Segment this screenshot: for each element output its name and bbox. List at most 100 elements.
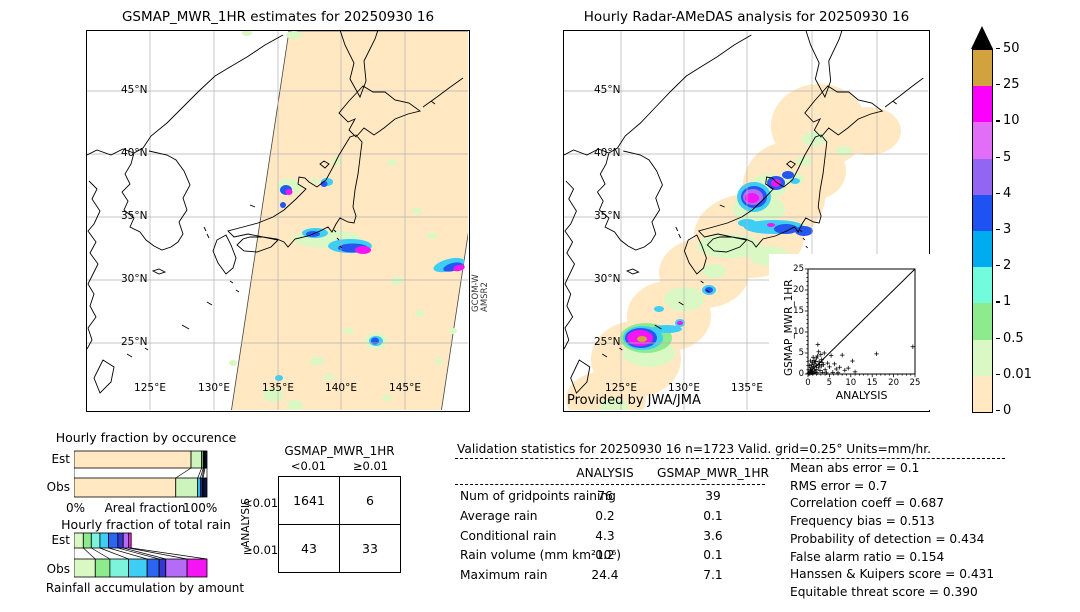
colorbar-cell: [973, 267, 992, 304]
colorbar-tick-label: 5: [1003, 149, 1012, 165]
colorbar-tick-label: 50: [1003, 41, 1020, 56]
colorbar-cell: [973, 158, 992, 196]
colorbar-overflow-triangle: [971, 26, 993, 49]
scatter-inset-panel: GSMAP_MWR_1HR ANALYSIS 0 0 5 5 10 10 15 15 20 20 2…: [769, 254, 933, 410]
validation-row-label: Rain volume (mm km²10⁶): [460, 548, 622, 563]
totalrain-xlabel: Rainfall accumulation by amount: [45, 581, 245, 595]
colorbar-cell: [973, 194, 992, 232]
left-lat-label: 30°N: [121, 273, 148, 285]
validation-analysis-value: 76: [597, 489, 613, 503]
left-rain-features: [229, 31, 465, 410]
validation-metric: Correlation coeff = 0.687: [790, 496, 944, 511]
totalrain-row-label-est: Est: [51, 533, 70, 547]
provided-by-label: Provided by JWA/JMA: [567, 393, 701, 408]
right-lat-label: 45°N: [594, 84, 621, 96]
inset-ytick-label: 0: [798, 369, 804, 379]
hourly-fraction-by-occurence-est-bar: [74, 450, 208, 469]
contingency-cell-01: 6: [366, 493, 374, 508]
inset-xtick-label: 5: [826, 378, 833, 388]
validation-col-analysis: ANALYSIS: [576, 466, 634, 480]
inset-xlabel: ANALYSIS: [835, 389, 888, 402]
left-lat-label: 40°N: [121, 147, 148, 159]
contingency-cell-10: 43: [301, 540, 317, 556]
occurrence-row-label-est: Est: [51, 452, 70, 466]
left-lon-label: 140°E: [325, 382, 357, 394]
colorbar-tick-label: 10: [1003, 113, 1020, 129]
hourly-fraction-by-occurence-obs-bar: [74, 477, 208, 498]
gsmap-map: 45°N 40°N 35°N 30°N 25°N 125°E 130°E 135°E 140°E…: [86, 30, 470, 412]
scatter-inset-svg: [804, 268, 916, 378]
validation-row-label: Conditional rain: [460, 528, 557, 543]
colorbar-tick: [996, 192, 1000, 194]
validation-header-rule: [455, 484, 765, 485]
colorbar-tick: [996, 265, 1000, 267]
validation-metric: Probability of detection = 0.434: [790, 531, 985, 546]
left-map-title: GSMAP_MWR_1HR estimates for 20250930 16: [121, 9, 435, 25]
hourly-fraction-of-total-rain-est-bar: [74, 532, 132, 549]
contingency-cell-00: 1641: [293, 493, 325, 508]
inset-scatter-points: [806, 342, 916, 376]
colorbar-tick: [996, 156, 1000, 158]
totalrain-chart-title: Hourly fraction of total rain: [61, 517, 231, 532]
left-lat-label: 25°N: [121, 336, 148, 348]
validation-gsmap-value: 7.1: [703, 568, 723, 583]
colorbar-tick-label: 4: [1003, 185, 1012, 201]
colorbar-tick: [996, 229, 1000, 231]
contingency-row-label-ge: ≥0.01: [243, 543, 279, 557]
right-map-svg: [564, 31, 928, 411]
validation-gsmap-value: 0.1: [703, 548, 723, 563]
left-map-svg: [87, 31, 469, 411]
validation-metric: Mean abs error = 0.1: [790, 461, 920, 475]
contingency-cell-11: 33: [362, 540, 378, 556]
colorbar-cell: [973, 339, 992, 377]
validation-metric: False alarm ratio = 0.154: [790, 549, 945, 564]
validation-metric: RMS error = 0.7: [790, 478, 888, 493]
right-lon-label: 130°E: [668, 382, 700, 394]
inset-ytick-label: 25: [793, 264, 804, 274]
inset-ticks: [804, 268, 916, 378]
validation-title-rule: [455, 458, 1005, 459]
inset-ytick-label: 20: [793, 285, 804, 295]
right-map-title: Hourly Radar-AMeDAS analysis for 2025093…: [583, 9, 910, 25]
right-lon-label: 125°E: [605, 382, 637, 394]
left-lon-label: 125°E: [134, 382, 166, 394]
left-gridlines: [87, 31, 468, 410]
validation-title: Validation statistics for 20250930 16 n=…: [457, 442, 932, 456]
contingency-row-label-lt: <0.01: [243, 496, 279, 510]
validation-row-label: Average rain: [460, 508, 538, 523]
inset-xtick-label: 15: [866, 378, 878, 388]
occurrence-bars-svg: [74, 450, 208, 498]
colorbar-tick-label: 1: [1003, 294, 1012, 310]
inset-ytick-label: 15: [793, 306, 804, 316]
contingency-grid: 1641 6 43 33: [278, 476, 401, 573]
colorbar-tick-label: 3: [1003, 222, 1012, 237]
contingency-col-label-ge: ≥0.01: [352, 459, 389, 473]
validation-gsmap-value: 3.6: [703, 528, 723, 543]
right-lat-label: 30°N: [594, 273, 621, 285]
left-lat-label: 35°N: [121, 210, 148, 222]
hourly-fraction-by-occurence-connectors: [74, 467, 208, 479]
colorbar-tick-label: 0: [1003, 403, 1012, 418]
colorbar-tick-label: 25: [1003, 77, 1020, 93]
right-lat-label: 40°N: [594, 147, 621, 159]
colorbar-tick: [996, 84, 1000, 86]
inset-xtick-label: 10: [845, 378, 857, 388]
validation-analysis-value: 4.3: [595, 528, 615, 543]
contingency-hline: [279, 524, 400, 526]
inset-axes-box: [807, 268, 916, 375]
colorbar-tick: [996, 337, 1000, 339]
occurrence-xlabel: Areal fraction: [104, 501, 186, 515]
validation-row-label: Maximum rain: [460, 568, 548, 583]
colorbar-tick-label: 0.5: [1003, 330, 1024, 346]
colorbar-cell: [973, 303, 992, 341]
validation-analysis-value: 0.2: [595, 508, 615, 523]
left-lon-label: 145°E: [389, 382, 421, 394]
validation-analysis-value: 24.4: [591, 568, 619, 583]
colorbar-tick-label: 0.01: [1003, 366, 1032, 382]
right-lon-label: 135°E: [731, 382, 763, 394]
left-lon-label: 135°E: [262, 382, 294, 394]
occurrence-xtick-100: 100%: [183, 501, 218, 515]
inset-ytick-label: 5: [798, 348, 804, 358]
colorbar-tick-label: 2: [1003, 258, 1012, 274]
validation-metric: Equitable threat score = 0.390: [790, 584, 978, 599]
